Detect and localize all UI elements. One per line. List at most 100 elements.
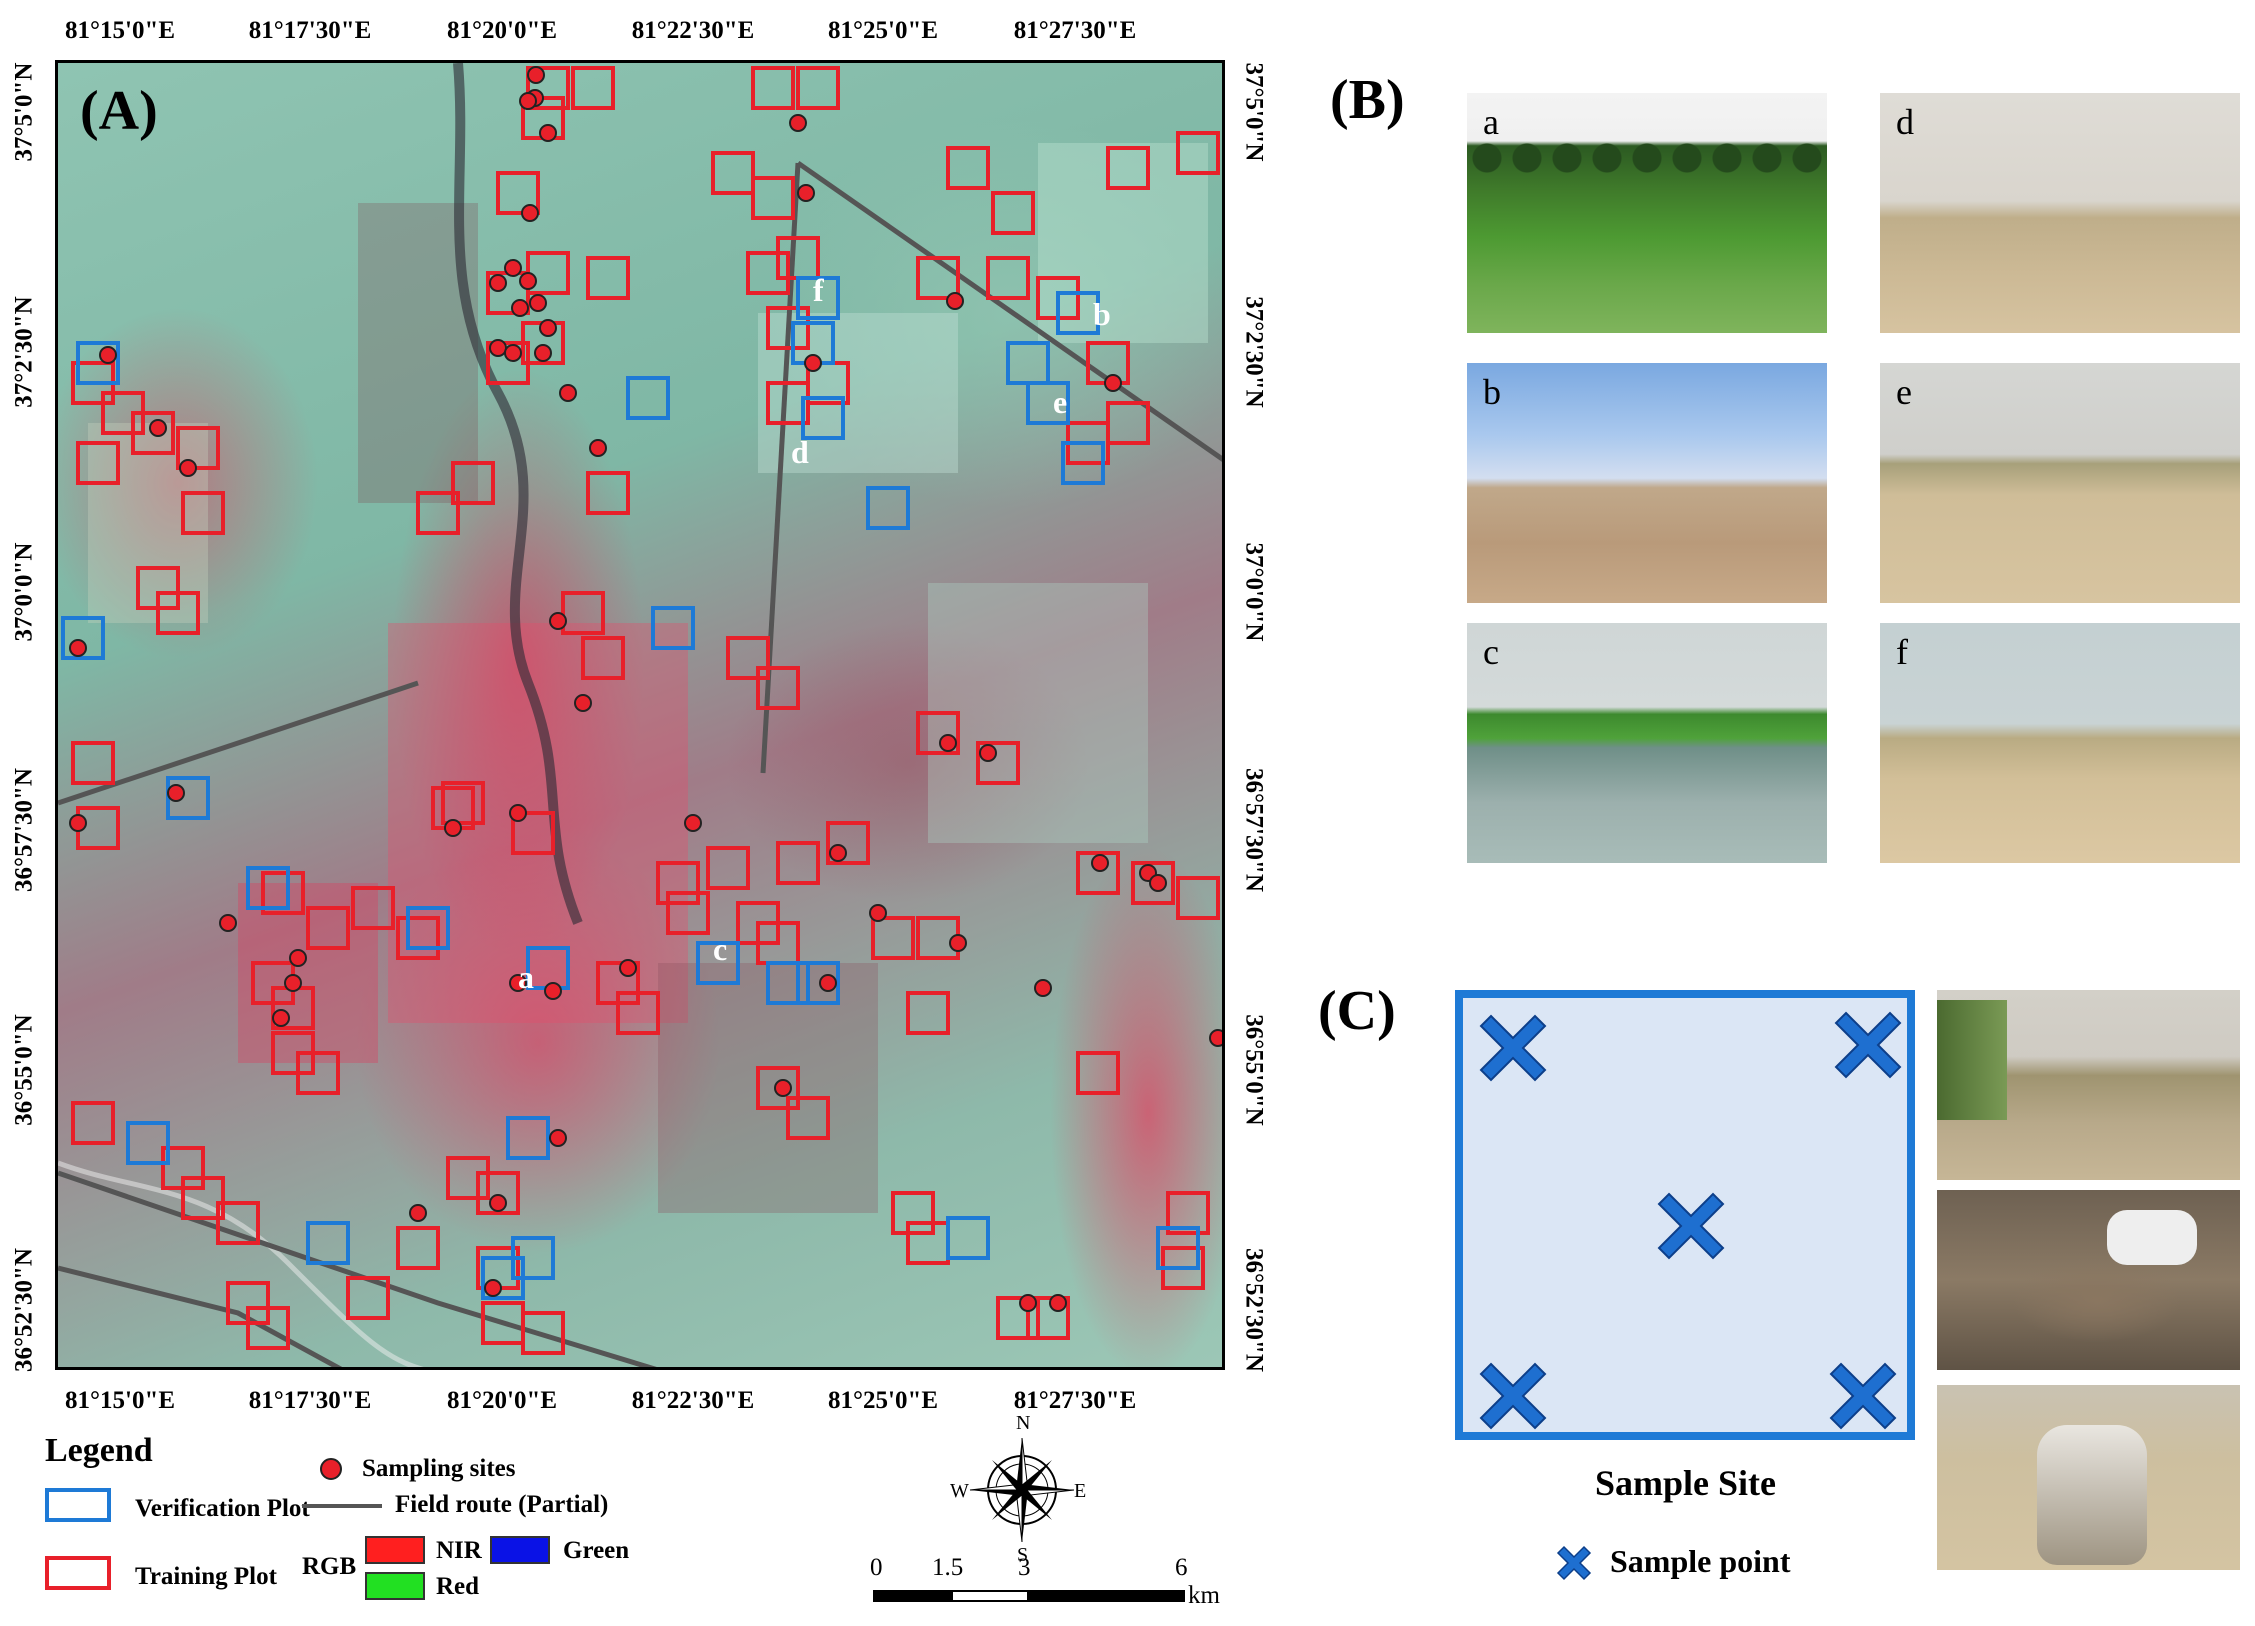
training-plot	[916, 256, 960, 300]
training-plot	[751, 176, 795, 220]
sampling-sites-layer	[69, 66, 1222, 1312]
photo-letter: b	[1483, 372, 1501, 412]
training-plot	[526, 66, 570, 110]
training-plot	[666, 891, 710, 935]
verification-plot	[626, 376, 670, 420]
compass-s: S	[1017, 1544, 1029, 1566]
training-plot	[396, 1226, 440, 1270]
verification-plot	[481, 1256, 525, 1300]
training-plot	[1076, 1051, 1120, 1095]
field-route-line	[302, 1504, 382, 1508]
photo-d-sparse-vegetation[interactable]: d	[1880, 93, 2240, 333]
sample-site-diagram	[1455, 990, 1915, 1440]
sampling-site	[544, 982, 562, 1000]
sampling-site	[167, 784, 185, 802]
training-plot	[996, 1296, 1040, 1340]
sampling-site	[1104, 374, 1122, 392]
scale-tick-1: 1.5	[932, 1554, 964, 1581]
verification-plot	[1061, 441, 1105, 485]
verification-plot	[946, 1216, 990, 1260]
training-plot	[776, 841, 820, 885]
training-plot	[261, 871, 305, 915]
training-plot	[586, 256, 630, 300]
training-plot	[906, 1221, 950, 1265]
training-plot	[71, 1101, 115, 1145]
verification-plot	[166, 776, 210, 820]
right-tick-label: 37°5'0"N	[1240, 62, 1268, 162]
training-plot	[1131, 861, 1175, 905]
training-plot	[136, 566, 180, 610]
red-swatch	[365, 1572, 425, 1600]
compass-n: N	[1016, 1412, 1031, 1434]
photo-e-shrubland[interactable]: e	[1880, 363, 2240, 603]
training-plot	[1106, 146, 1150, 190]
sampling-site	[684, 814, 702, 832]
left-tick-label: 37°2'30"N	[10, 296, 38, 408]
training-plot	[496, 171, 540, 215]
compass-w: W	[950, 1480, 969, 1502]
field-route	[58, 1265, 343, 1367]
field-photo-sample-bags[interactable]	[1937, 1385, 2240, 1570]
training-plot	[776, 236, 820, 280]
photo-f-dune-grass[interactable]: f	[1880, 623, 2240, 863]
left-tick-label: 37°0'0"N	[10, 542, 38, 642]
sampling-site	[511, 299, 529, 317]
training-plot	[216, 1201, 260, 1245]
sample-point-cross-icon	[1657, 1192, 1725, 1260]
field-route	[58, 680, 419, 806]
sampling-site	[1034, 979, 1052, 997]
scale-bar: 0 1.5 3 6 km	[870, 1555, 1230, 1615]
training-plot	[906, 991, 950, 1035]
sampling-site	[409, 1204, 427, 1222]
field-route	[796, 160, 1222, 462]
bottom-tick-label: 81°20'0"E	[447, 1387, 557, 1414]
verification-plot	[76, 341, 120, 385]
verification-plot	[796, 961, 840, 1005]
red-label: Red	[436, 1573, 480, 1600]
panel-label-c: (C)	[1318, 980, 1396, 1042]
training-plot	[586, 471, 630, 515]
training-plot	[561, 591, 605, 635]
verification-plot	[61, 616, 105, 660]
training-plot	[746, 251, 790, 295]
sampling-site	[797, 184, 815, 202]
tree-row	[1937, 1000, 2007, 1120]
verification-plot	[126, 1121, 170, 1165]
field-photo-sampling-area[interactable]	[1937, 990, 2240, 1180]
site-letter-f: f	[813, 272, 824, 308]
left-tick-label: 36°57'30"N	[10, 768, 38, 892]
photo-a-cropland[interactable]: a	[1467, 93, 1827, 333]
satellite-map[interactable]: a b c d e f (A)	[55, 60, 1225, 1370]
right-tick-label: 37°2'30"N	[1240, 296, 1268, 408]
training-plot	[766, 381, 810, 425]
sampling-site	[179, 459, 197, 477]
nir-label: NIR	[436, 1537, 482, 1564]
sampling-site	[1019, 1294, 1037, 1312]
site-letter-a: a	[518, 959, 534, 995]
site-letter-b: b	[1093, 296, 1111, 332]
training-plot	[1026, 1296, 1070, 1340]
training-plot	[176, 426, 220, 470]
verification-plot	[246, 866, 290, 910]
training-plot	[656, 861, 700, 905]
training-plot	[616, 991, 660, 1035]
site-letter-d: d	[791, 434, 809, 470]
site-letter-e: e	[1053, 384, 1067, 420]
training-plot	[296, 1051, 340, 1095]
verification-plot	[796, 276, 840, 320]
sampling-site	[574, 694, 592, 712]
bottom-tick-label: 81°27'30"E	[1013, 1387, 1137, 1414]
sample-site-caption: Sample Site	[1595, 1463, 1777, 1503]
field-photo-soil-crust[interactable]	[1937, 1190, 2240, 1370]
sampling-site	[69, 814, 87, 832]
verification-plot	[651, 606, 695, 650]
sampling-site	[504, 259, 522, 277]
photo-b-desert[interactable]: b	[1467, 363, 1827, 603]
photo-c-wetland[interactable]: c	[1467, 623, 1827, 863]
verification-plot	[866, 486, 910, 530]
verification-plot	[1056, 291, 1100, 335]
verification-plot	[1006, 341, 1050, 385]
training-plot	[571, 66, 615, 110]
training-plot	[756, 1066, 800, 1110]
right-tick-label: 36°57'30"N	[1240, 768, 1268, 892]
